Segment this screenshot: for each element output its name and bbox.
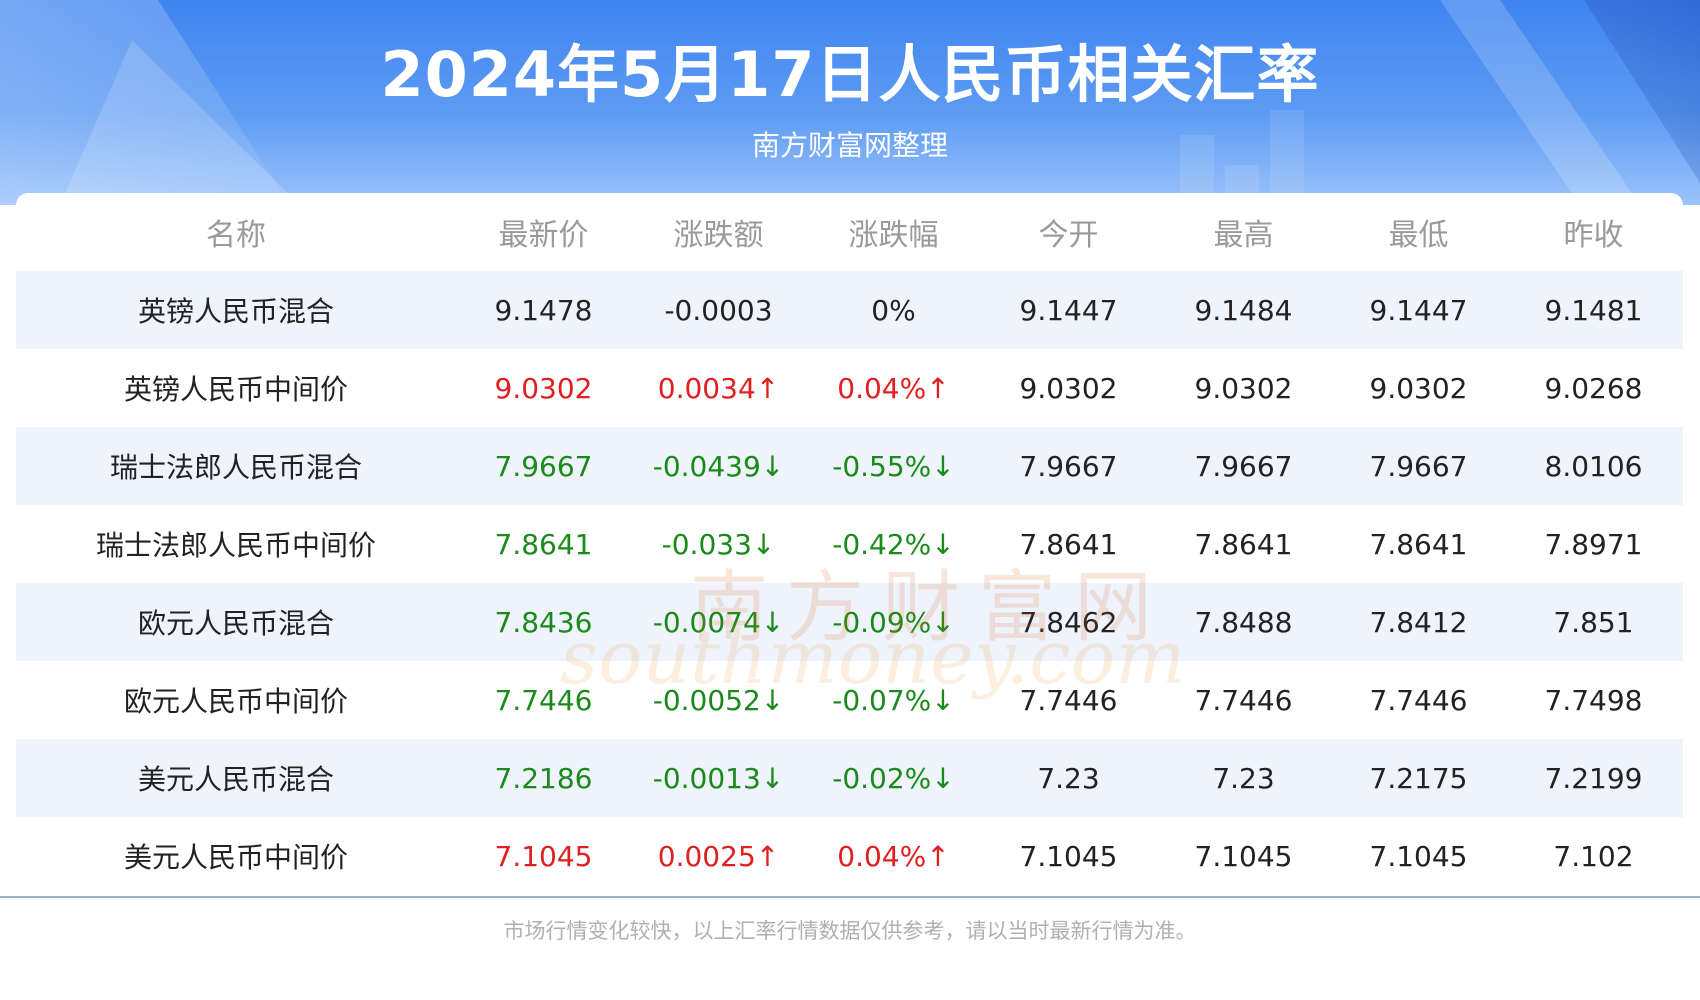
table-row: 瑞士法郎人民币混合 7.9667 -0.0439↓ -0.55%↓ 7.9667… bbox=[16, 427, 1683, 505]
footer-divider bbox=[0, 896, 1700, 898]
row-change: -0.0003 bbox=[664, 293, 773, 327]
table-row: 英镑人民币中间价 9.0302 0.0034↑ 0.04%↑ 9.0302 9.… bbox=[16, 349, 1683, 427]
row-name: 瑞士法郎人民币中间价 bbox=[95, 529, 376, 562]
row-change: -0.033↓ bbox=[661, 527, 776, 561]
column-header-latest: 最新价 bbox=[498, 218, 589, 253]
row-latest: 7.9667 bbox=[494, 449, 593, 483]
row-latest: 7.1045 bbox=[494, 839, 593, 873]
row-prev: 9.0268 bbox=[1544, 371, 1643, 405]
row-high: 9.1484 bbox=[1194, 293, 1293, 327]
table-row: 欧元人民币混合 7.8436 -0.0074↓ -0.09%↓ 7.8462 7… bbox=[16, 583, 1683, 661]
row-change: -0.0013↓ bbox=[652, 761, 785, 795]
row-open: 7.7446 bbox=[1019, 683, 1118, 717]
rate-table: 名称 最新价 涨跌额 涨跌幅 今开 最高 最低 昨收 英镑人民币混合 9.147… bbox=[16, 193, 1683, 897]
row-pct: -0.02%↓ bbox=[832, 761, 955, 795]
row-latest: 7.8641 bbox=[494, 527, 593, 561]
row-pct: -0.07%↓ bbox=[832, 683, 955, 717]
row-low: 9.0302 bbox=[1369, 371, 1468, 405]
row-open: 7.8641 bbox=[1019, 527, 1118, 561]
column-header-high: 最高 bbox=[1213, 218, 1274, 253]
row-prev: 7.7498 bbox=[1544, 683, 1643, 717]
row-high: 7.8488 bbox=[1194, 605, 1293, 639]
row-pct: -0.55%↓ bbox=[832, 449, 955, 483]
row-prev: 7.102 bbox=[1553, 839, 1634, 873]
column-header-change: 涨跌额 bbox=[673, 218, 764, 253]
column-header-prev: 昨收 bbox=[1563, 218, 1624, 253]
row-open: 9.0302 bbox=[1019, 371, 1118, 405]
row-name: 欧元人民币中间价 bbox=[123, 685, 348, 718]
row-latest: 9.0302 bbox=[494, 371, 593, 405]
row-pct: 0% bbox=[871, 293, 916, 327]
header-banner: 2024年5月17日人民币相关汇率 南方财富网整理 bbox=[0, 0, 1700, 205]
row-prev: 7.2199 bbox=[1544, 761, 1643, 795]
row-prev: 7.851 bbox=[1553, 605, 1634, 639]
row-change: 0.0034↑ bbox=[657, 371, 780, 405]
table-row: 美元人民币中间价 7.1045 0.0025↑ 0.04%↑ 7.1045 7.… bbox=[16, 817, 1683, 895]
row-open: 7.9667 bbox=[1019, 449, 1118, 483]
row-open: 9.1447 bbox=[1019, 293, 1118, 327]
row-name: 欧元人民币混合 bbox=[137, 607, 334, 640]
column-header-pct: 涨跌幅 bbox=[848, 218, 939, 253]
row-change: -0.0074↓ bbox=[652, 605, 785, 639]
row-pct: 0.04%↑ bbox=[837, 839, 950, 873]
row-pct: 0.04%↑ bbox=[837, 371, 950, 405]
row-low: 7.2175 bbox=[1369, 761, 1468, 795]
table-row: 瑞士法郎人民币中间价 7.8641 -0.033↓ -0.42%↓ 7.8641… bbox=[16, 505, 1683, 583]
column-header-open: 今开 bbox=[1038, 218, 1099, 253]
row-change: -0.0052↓ bbox=[652, 683, 785, 717]
row-low: 7.1045 bbox=[1369, 839, 1468, 873]
column-header-name: 名称 bbox=[206, 218, 266, 253]
disclaimer-text: 市场行情变化较快，以上汇率行情数据仅供参考，请以当时最新行情为准。 bbox=[503, 919, 1197, 943]
row-high: 7.9667 bbox=[1194, 449, 1293, 483]
row-open: 7.8462 bbox=[1019, 605, 1118, 639]
row-open: 7.23 bbox=[1037, 761, 1100, 795]
row-name: 美元人民币中间价 bbox=[123, 841, 348, 874]
page-subtitle: 南方财富网整理 bbox=[751, 129, 948, 162]
row-change: 0.0025↑ bbox=[657, 839, 780, 873]
row-high: 7.7446 bbox=[1194, 683, 1293, 717]
column-header-low: 最低 bbox=[1388, 218, 1449, 253]
row-low: 7.9667 bbox=[1369, 449, 1468, 483]
row-high: 7.1045 bbox=[1194, 839, 1293, 873]
banner-decoration bbox=[1270, 110, 1304, 205]
row-prev: 9.1481 bbox=[1544, 293, 1643, 327]
row-prev: 8.0106 bbox=[1544, 449, 1643, 483]
row-name: 瑞士法郎人民币混合 bbox=[109, 451, 362, 484]
row-name: 美元人民币混合 bbox=[137, 763, 334, 796]
row-latest: 7.7446 bbox=[494, 683, 593, 717]
table-row: 美元人民币混合 7.2186 -0.0013↓ -0.02%↓ 7.23 7.2… bbox=[16, 739, 1683, 817]
row-name: 英镑人民币中间价 bbox=[123, 373, 348, 406]
row-open: 7.1045 bbox=[1019, 839, 1118, 873]
table-header: 名称 最新价 涨跌额 涨跌幅 今开 最高 最低 昨收 bbox=[16, 193, 1683, 271]
row-high: 7.23 bbox=[1212, 761, 1275, 795]
row-latest: 7.2186 bbox=[494, 761, 593, 795]
row-low: 9.1447 bbox=[1369, 293, 1468, 327]
row-pct: -0.09%↓ bbox=[832, 605, 955, 639]
table-row: 英镑人民币混合 9.1478 -0.0003 0% 9.1447 9.1484 … bbox=[16, 271, 1683, 349]
row-high: 9.0302 bbox=[1194, 371, 1293, 405]
row-latest: 9.1478 bbox=[494, 293, 593, 327]
row-low: 7.8412 bbox=[1369, 605, 1468, 639]
row-pct: -0.42%↓ bbox=[832, 527, 955, 561]
row-low: 7.7446 bbox=[1369, 683, 1468, 717]
row-high: 7.8641 bbox=[1194, 527, 1293, 561]
table-row: 欧元人民币中间价 7.7446 -0.0052↓ -0.07%↓ 7.7446 … bbox=[16, 661, 1683, 739]
page-title: 2024年5月17日人民币相关汇率 bbox=[380, 38, 1320, 111]
row-latest: 7.8436 bbox=[494, 605, 593, 639]
row-low: 7.8641 bbox=[1369, 527, 1468, 561]
row-change: -0.0439↓ bbox=[652, 449, 785, 483]
row-prev: 7.8971 bbox=[1544, 527, 1643, 561]
row-name: 英镑人民币混合 bbox=[137, 295, 334, 328]
